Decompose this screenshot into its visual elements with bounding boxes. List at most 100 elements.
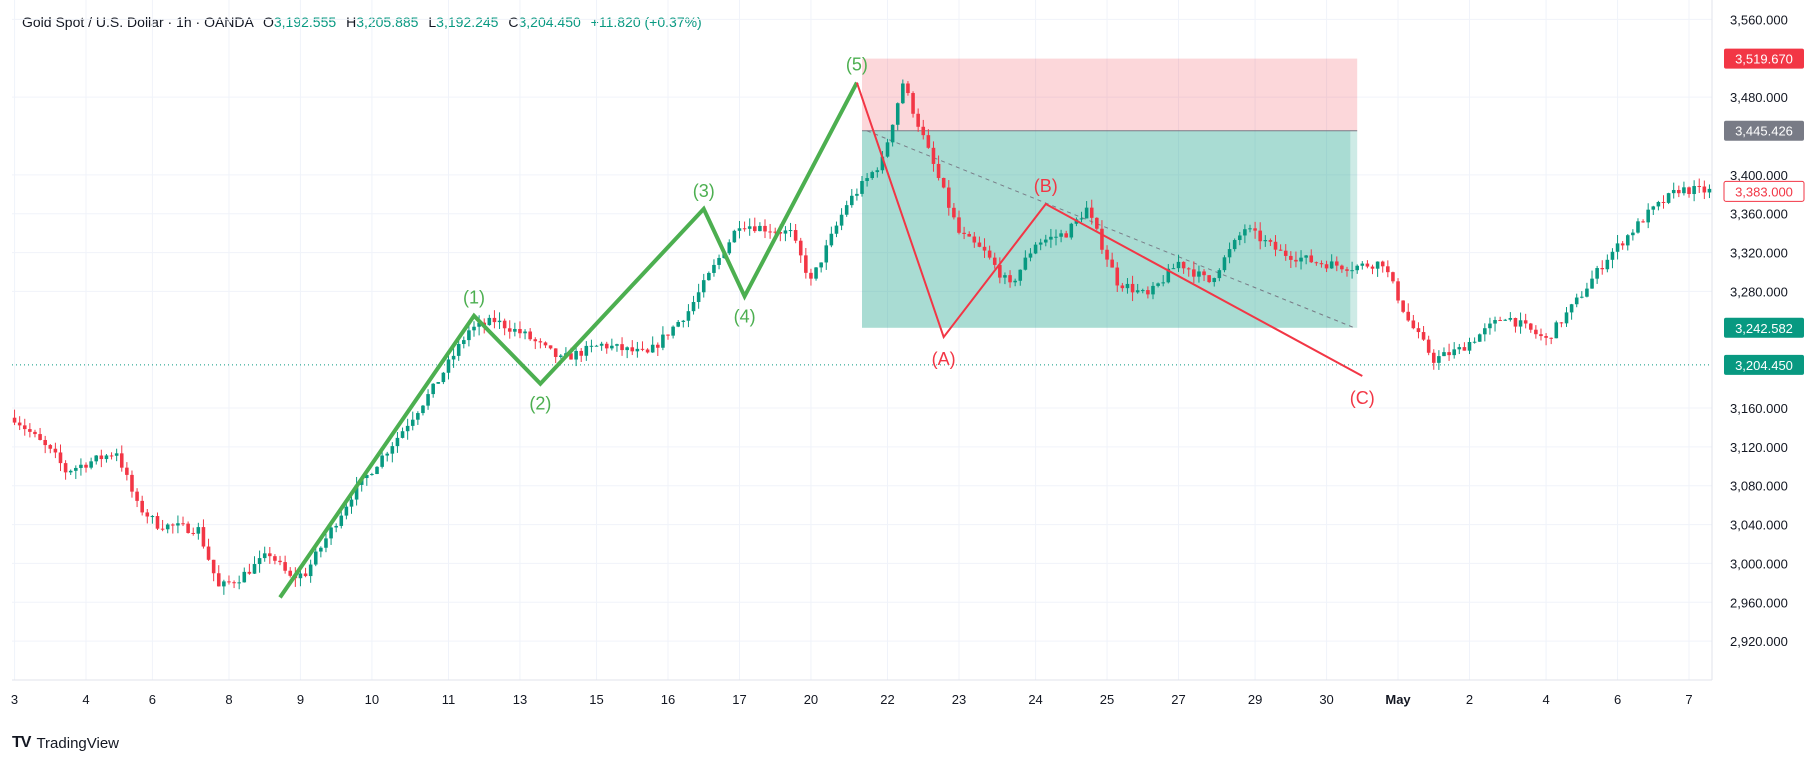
candle-body	[298, 573, 303, 579]
candle-body	[94, 455, 99, 462]
candle-body	[150, 516, 155, 518]
price-label-box	[1724, 48, 1804, 69]
candle-body	[431, 383, 435, 395]
candle-body	[1340, 265, 1344, 270]
candle-body	[1365, 263, 1370, 267]
candle-body	[252, 564, 257, 574]
candle-body	[477, 322, 481, 327]
candle-body	[1243, 229, 1247, 236]
candle-body	[1299, 257, 1303, 262]
candle-body	[1140, 290, 1145, 292]
candle-body	[783, 230, 788, 234]
candle-body	[594, 345, 599, 347]
candle-body	[982, 246, 987, 251]
candle-body	[635, 348, 640, 352]
candle-body	[753, 226, 757, 232]
candle-body	[1161, 282, 1165, 284]
x-tick-label: 6	[1614, 692, 1621, 707]
candle-body	[1564, 312, 1569, 324]
candle-body	[569, 353, 573, 360]
candle-body	[262, 553, 267, 559]
candle-body	[22, 425, 27, 430]
y-tick-label: 3,160.000	[1730, 401, 1788, 416]
candle-body	[89, 461, 93, 468]
y-tick-label: 3,400.000	[1730, 168, 1788, 183]
candle-body	[1707, 188, 1712, 193]
price-label-text: 3,242.582	[1735, 321, 1793, 336]
candle-body	[936, 163, 941, 178]
candle-body	[63, 463, 68, 473]
candle-body	[1447, 352, 1451, 356]
y-tick-label: 3,040.000	[1730, 518, 1788, 533]
candle-body	[1079, 218, 1084, 220]
candle-body	[650, 344, 655, 353]
candle-body	[201, 527, 206, 547]
candle-body	[691, 302, 696, 312]
candle-body	[952, 207, 956, 218]
candle-body	[732, 230, 737, 243]
candle-body	[1237, 235, 1242, 241]
correction-wave-label: (A)	[932, 349, 956, 369]
candle-body	[1370, 266, 1375, 269]
candle-body	[1355, 265, 1359, 271]
x-tick-label: 13	[513, 692, 527, 707]
candle-body	[273, 556, 277, 561]
candle-body	[1406, 311, 1411, 321]
x-tick-label: 24	[1028, 692, 1042, 707]
candle-body	[1294, 259, 1298, 262]
candle-body	[334, 525, 338, 528]
candle-body	[344, 506, 349, 516]
x-tick-label: 4	[1542, 692, 1549, 707]
close-label: C	[508, 14, 519, 30]
candle-body	[319, 547, 323, 552]
candle-body	[947, 187, 951, 208]
x-tick-label: 11	[442, 692, 456, 707]
x-tick-label: 16	[661, 692, 675, 707]
candle-body	[538, 341, 543, 343]
open-value: 3,192.555	[273, 14, 337, 30]
candle-body	[1544, 336, 1548, 338]
candle-body	[1585, 288, 1589, 297]
candle-body	[1646, 209, 1650, 223]
candle-body	[339, 515, 344, 526]
candle-body	[1477, 334, 1482, 342]
candle-body	[1207, 275, 1211, 283]
price-label-text: 3,519.670	[1735, 52, 1793, 67]
x-tick-label: 29	[1248, 692, 1262, 707]
candle-body	[1248, 228, 1252, 230]
candle-body	[1528, 323, 1533, 330]
candle-body	[957, 217, 961, 233]
x-tick-label: 30	[1319, 692, 1333, 707]
candle-body	[548, 345, 553, 349]
candle-body	[1697, 186, 1702, 188]
candle-body	[462, 340, 466, 345]
candle-body	[1605, 259, 1610, 270]
y-tick-label: 3,480.000	[1730, 90, 1788, 105]
candle-body	[1401, 300, 1405, 312]
y-tick-label: 2,960.000	[1730, 595, 1788, 610]
candle-body	[1314, 262, 1319, 264]
candle-body	[559, 355, 563, 357]
candle-body	[1523, 320, 1528, 324]
candle-body	[1033, 244, 1038, 254]
candle-body	[99, 455, 104, 460]
candle-body	[1345, 269, 1349, 271]
candle-body	[941, 177, 946, 188]
impulse-wave-label: (2)	[529, 394, 551, 414]
candle-body	[1677, 189, 1681, 194]
candle-body	[778, 231, 783, 234]
candle-body	[242, 571, 247, 583]
candle-body	[998, 264, 1002, 278]
x-tick-label: 17	[732, 692, 746, 707]
candle-body	[140, 500, 144, 513]
tradingview-brand[interactable]: TV TradingView	[12, 734, 119, 752]
candle-body	[737, 228, 742, 231]
x-tick-label: 15	[589, 692, 603, 707]
candle-body	[788, 230, 793, 232]
candle-body	[1503, 319, 1508, 321]
candle-body	[456, 344, 461, 356]
impulse-wave-label: (4)	[734, 306, 756, 326]
candle-body	[676, 321, 681, 327]
candle-body	[1416, 328, 1421, 333]
